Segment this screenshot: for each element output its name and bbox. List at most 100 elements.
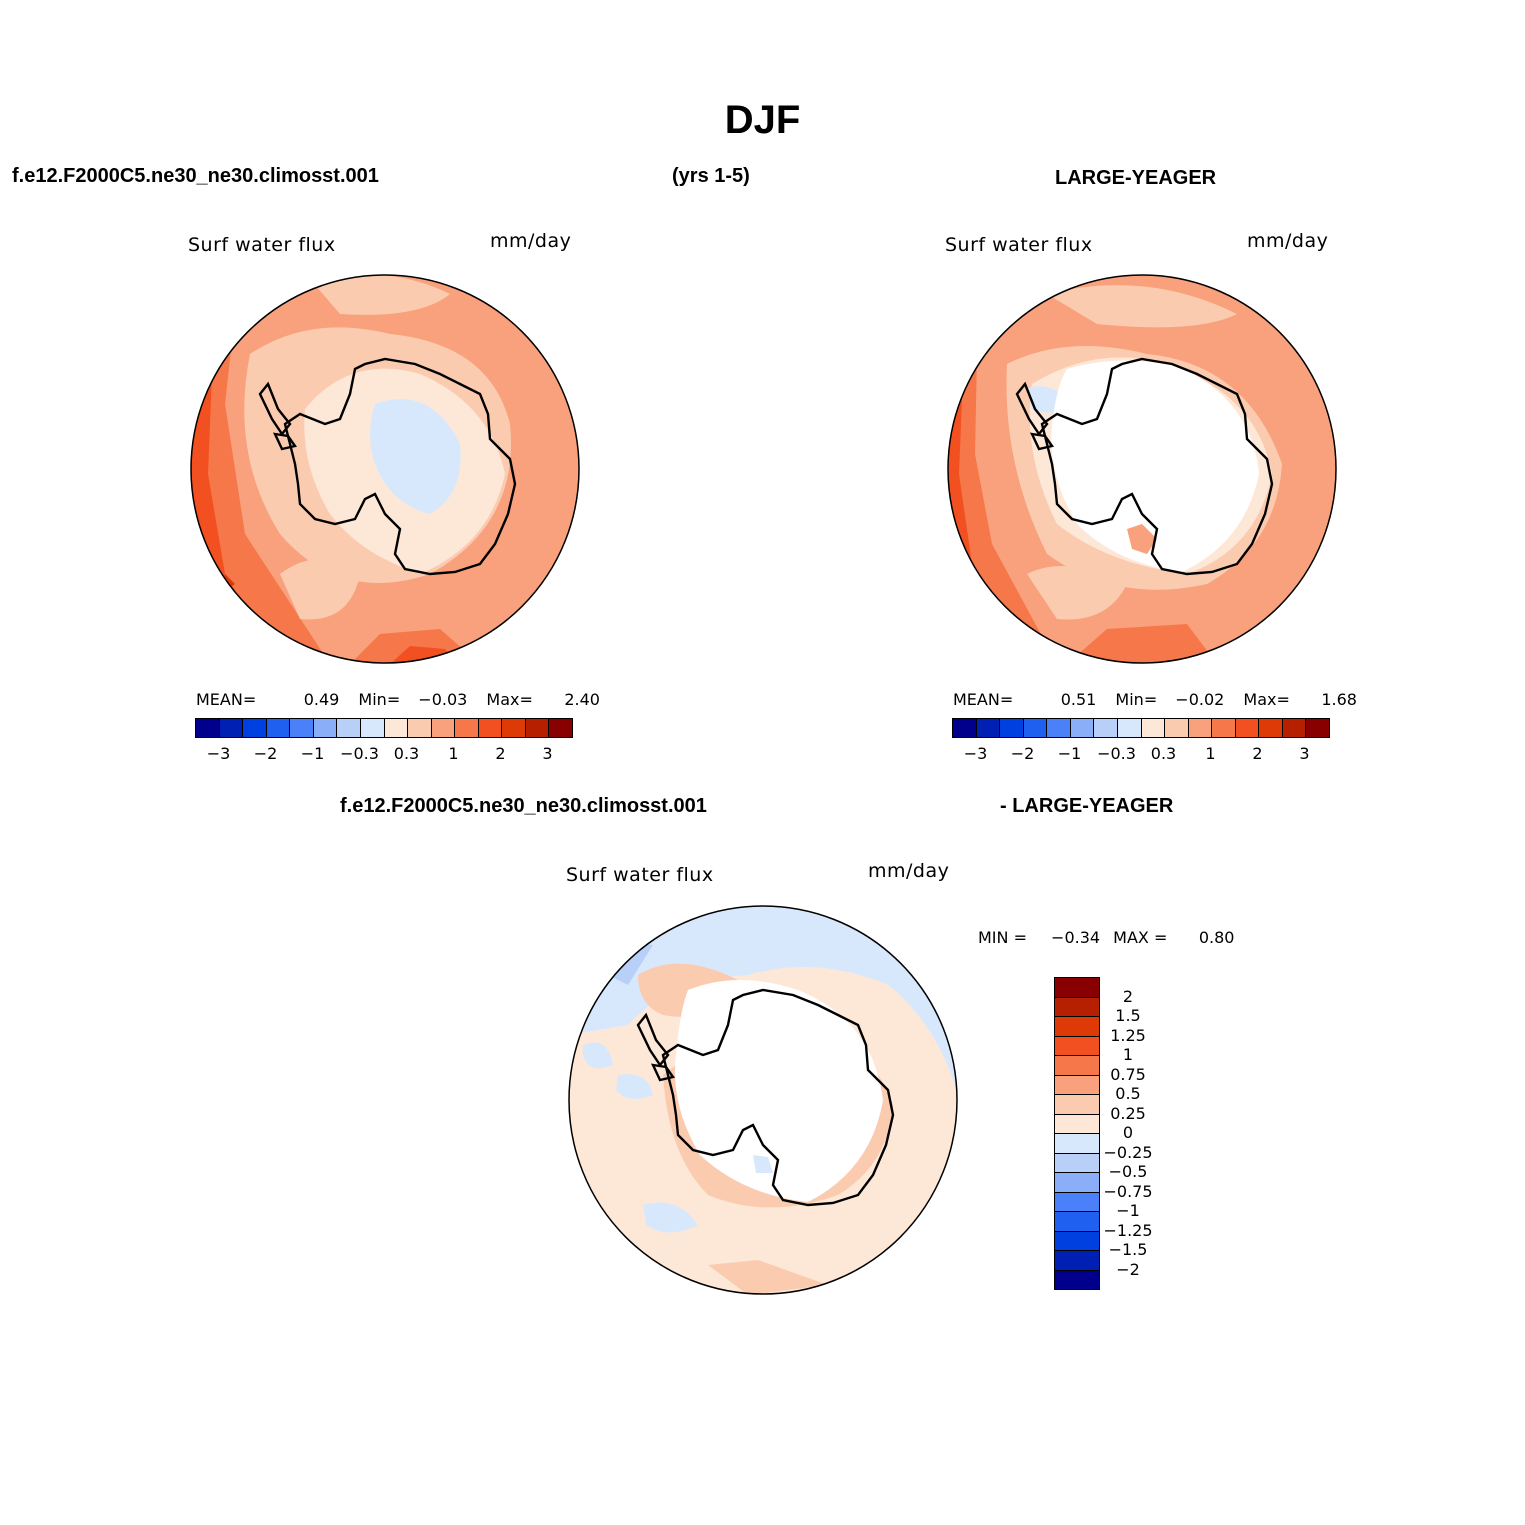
colorbar-tick-label: −1 [1116,1201,1140,1220]
colorbar-tick-label: 3 [542,744,553,763]
colorbar-swatch [1070,719,1095,737]
colorbar-swatch [266,719,291,737]
panel3-max-label: MAX = [1113,928,1168,947]
colorbar-tick-label: 2 [1252,744,1263,763]
colorbar-tick-label: 1.25 [1110,1025,1146,1045]
panel2-map [947,274,1337,664]
colorbar-swatch [478,719,503,737]
colorbar-tick-label: 1.5 [1115,1006,1141,1025]
colorbar-tick-label: −0.25 [1103,1142,1153,1162]
colorbar-tick-label: −3 [963,744,988,763]
colorbar-swatch [1055,1212,1099,1232]
panel3-map [568,905,958,1295]
panel2-colorbar [952,718,1330,738]
panel3-max: 0.80 [1198,928,1235,947]
colorbar-swatch [1055,978,1099,998]
colorbar-swatch [1094,719,1118,737]
colorbar-swatch [1000,719,1024,737]
colorbar-swatch [1055,1095,1099,1115]
panel3-min: −0.34 [1051,928,1101,947]
colorbar-swatch [525,719,550,737]
panel3-units: mm/day [868,860,950,882]
colorbar-swatch [1055,1134,1099,1154]
colorbar-swatch [1212,719,1236,737]
colorbar-swatch [1259,719,1283,737]
years-label: (yrs 1-5) [672,165,750,187]
colorbar-tick-label: 0.5 [1115,1084,1141,1103]
colorbar-swatch [1282,719,1307,737]
colorbar-swatch [549,719,572,737]
panel2-mean: 0.51 [1060,690,1097,709]
colorbar-swatch [1047,719,1071,737]
colorbar-swatch [219,719,244,737]
colorbar-tick-label: 0 [1122,1123,1134,1142]
colorbar-swatch [384,719,409,737]
colorbar-swatch [1165,719,1189,737]
colorbar-swatch [1055,1114,1099,1134]
colorbar-tick-label: 1 [1122,1045,1134,1064]
colorbar-swatch [313,719,338,737]
colorbar-swatch [976,719,1001,737]
colorbar-swatch [337,719,361,737]
diff-case-name: f.e12.F2000C5.ne30_ne30.climosst.001 [340,795,707,817]
figure-title: DJF [724,98,801,142]
colorbar-tick-label: −1.25 [1103,1220,1153,1240]
panel1-mean-label: MEAN= [196,690,257,709]
panel1-variable: Surf water flux [188,234,336,256]
case-name: f.e12.F2000C5.ne30_ne30.climosst.001 [12,165,379,187]
colorbar-swatch [1055,1017,1099,1037]
colorbar-tick-label: 3 [1299,744,1310,763]
colorbar-swatch [1141,719,1166,737]
colorbar-swatch [243,719,267,737]
colorbar-tick-label: 0.3 [1150,744,1177,763]
colorbar-swatch [360,719,385,737]
colorbar-tick-label: −2 [1116,1259,1140,1279]
colorbar-tick-label: −1 [300,744,325,763]
panel2-variable: Surf water flux [945,234,1093,256]
colorbar-swatch [1055,1173,1099,1193]
colorbar-swatch [1055,1056,1099,1076]
panel3-colorbar [1054,977,1100,1290]
colorbar-tick-label: −0.5 [1108,1162,1148,1181]
colorbar-swatch [1023,719,1048,737]
panel1-max-label: Max= [486,690,533,709]
panel1-min-label: Min= [358,690,401,709]
panel2-max-label: Max= [1243,690,1290,709]
colorbar-swatch [1188,719,1213,737]
colorbar-swatch [1055,1192,1099,1212]
colorbar-tick-label: −0.3 [1097,744,1136,763]
obs-name: LARGE-YEAGER [1055,167,1217,189]
colorbar-tick-label: 1 [1205,744,1216,763]
panel3-variable: Surf water flux [566,864,714,886]
colorbar-swatch [1055,1231,1099,1251]
colorbar-tick-label: 0.25 [1110,1103,1146,1123]
colorbar-swatch [1055,1251,1099,1271]
colorbar-swatch [1055,1270,1099,1289]
colorbar-tick-label: 2 [495,744,506,763]
colorbar-tick-label: 0.75 [1110,1064,1146,1084]
colorbar-swatch [1306,719,1329,737]
colorbar-swatch [953,719,977,737]
colorbar-tick-label: −0.3 [340,744,379,763]
colorbar-swatch [1055,1036,1099,1056]
colorbar-swatch [408,719,432,737]
panel2-max: 1.68 [1321,690,1357,709]
colorbar-swatch [431,719,456,737]
colorbar-swatch [196,719,220,737]
panel1-colorbar [195,718,573,738]
colorbar-tick-label: −2 [1010,744,1035,763]
colorbar-tick-label: 1 [448,744,459,763]
colorbar-tick-label: 0.3 [393,744,420,763]
colorbar-tick-label: 2 [1122,986,1134,1006]
panel2-min: −0.02 [1175,690,1225,709]
panel1-max: 2.40 [564,690,600,709]
panel1-map [190,274,580,664]
panel1-units: mm/day [490,230,572,252]
colorbar-swatch [1055,1075,1099,1095]
panel2-mean-label: MEAN= [953,690,1014,709]
colorbar-tick-label: −1 [1057,744,1082,763]
colorbar-swatch [1055,997,1099,1017]
panel2-units: mm/day [1247,230,1329,252]
colorbar-swatch [1055,1153,1099,1173]
panel2-min-label: Min= [1115,690,1158,709]
